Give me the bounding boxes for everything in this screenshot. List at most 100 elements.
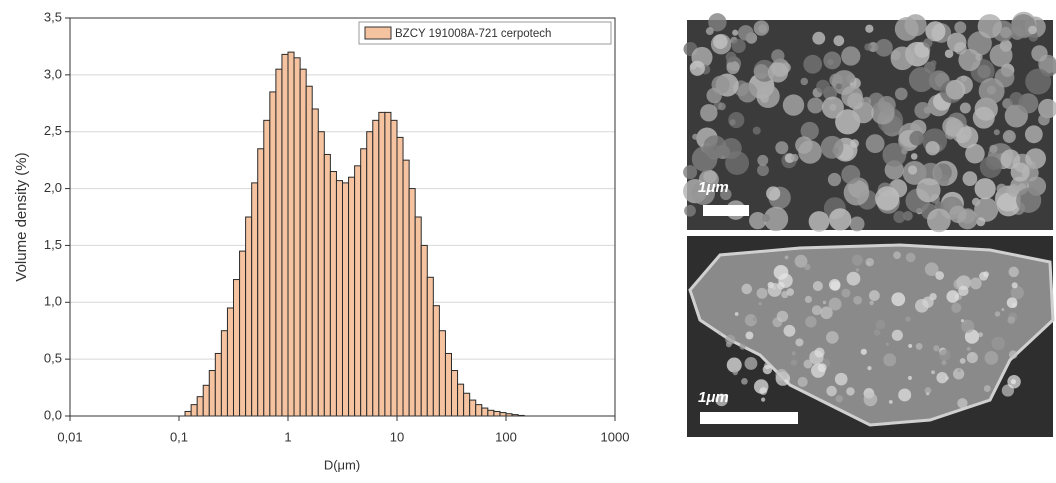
bar	[305, 85, 313, 417]
bar	[402, 159, 410, 417]
scale-label: 1μm	[698, 179, 729, 196]
sem-grain	[846, 387, 855, 396]
sem-grain	[763, 206, 789, 232]
sem-grain	[865, 24, 874, 33]
bar	[245, 216, 253, 417]
sem-grain	[700, 104, 718, 122]
sem-grain	[893, 251, 901, 260]
bar	[408, 188, 416, 417]
sem-grain	[849, 216, 865, 232]
sem-grain	[989, 144, 998, 154]
sem-grain	[958, 285, 969, 297]
x-tick-label: 1	[284, 429, 291, 444]
sem-grain	[827, 172, 842, 187]
sem-grain	[1007, 316, 1016, 324]
sem-grain	[972, 106, 995, 129]
bar	[281, 53, 289, 417]
bar	[469, 399, 477, 417]
sem-grain	[1010, 379, 1017, 385]
sem-grain	[1008, 350, 1018, 359]
sem-grain	[689, 60, 705, 76]
sem-grain	[811, 305, 822, 316]
sem-grain	[867, 365, 872, 371]
bar	[323, 153, 331, 417]
bar	[214, 352, 222, 417]
x-tick-label: 0,1	[170, 429, 188, 444]
sem-grain	[1007, 184, 1020, 197]
bar	[438, 330, 446, 417]
sem-grain	[933, 345, 940, 352]
sem-grain	[795, 338, 804, 347]
x-axis-label: D(μm)	[324, 457, 360, 472]
scale-bar	[700, 412, 798, 424]
sem-grain	[776, 310, 789, 323]
sem-grain	[720, 188, 732, 200]
sem-grain	[800, 77, 808, 86]
sem-grain	[741, 283, 753, 295]
bar	[384, 111, 392, 417]
sem-grain	[775, 368, 788, 382]
sem-grain	[752, 126, 761, 135]
sem-grain	[894, 87, 908, 101]
sem-grain	[829, 73, 843, 87]
sem-grain	[974, 197, 999, 222]
sem-grain	[927, 208, 951, 233]
plot-frame	[69, 17, 616, 417]
sem-grain	[782, 94, 805, 116]
sem-grain	[957, 368, 961, 373]
sem-grain	[833, 35, 845, 47]
bar	[269, 91, 277, 417]
sem-grain	[959, 102, 971, 114]
sem-grain	[757, 154, 769, 166]
sem-grain	[843, 179, 870, 206]
sem-grain	[822, 300, 827, 305]
sem-grain	[812, 31, 826, 45]
sem-grain	[888, 400, 893, 404]
sem-grain	[791, 351, 796, 356]
sem-grain	[814, 347, 825, 358]
sem-grain	[841, 288, 851, 298]
bar	[257, 148, 265, 417]
sem-grain	[803, 359, 813, 369]
sem-grain	[994, 311, 1001, 317]
sem-grain	[805, 316, 817, 328]
sem-images: 1μm 1μm	[683, 11, 1056, 437]
sem-grain	[1038, 113, 1050, 126]
sem-grain	[966, 346, 971, 351]
sem-grain	[944, 49, 954, 58]
sem-grain	[1006, 297, 1018, 309]
sem-grain	[827, 59, 834, 66]
sem-grain	[869, 300, 874, 306]
sem-grain	[941, 360, 947, 366]
bar	[190, 404, 198, 417]
bar	[275, 68, 283, 417]
sem-grain	[868, 290, 880, 301]
sem-grain	[684, 204, 696, 217]
sem-grain	[1025, 148, 1047, 169]
bar	[457, 383, 465, 417]
sem-grain	[852, 101, 874, 124]
sem-grain	[945, 79, 966, 100]
bar	[426, 276, 434, 417]
legend-label: BZCY 191008A-721 cerpotech	[395, 28, 551, 40]
sem-grain	[891, 292, 906, 307]
scale-label: 1μm	[698, 389, 729, 406]
sem-grain	[753, 64, 769, 80]
sem-grain	[960, 319, 965, 323]
sem-grain	[961, 319, 975, 333]
sem-grain	[804, 263, 811, 271]
sem-grain	[951, 302, 962, 313]
bar	[420, 244, 428, 417]
sem-grain	[930, 60, 937, 67]
sem-grain	[798, 140, 822, 164]
sem-grain	[762, 364, 773, 375]
sem-grain	[737, 25, 754, 41]
sem-grain	[691, 181, 716, 205]
sem-grain	[812, 281, 823, 292]
sem-grain	[826, 385, 837, 397]
sem-grain	[1024, 125, 1043, 144]
sem-grain	[816, 79, 830, 94]
sem-grain	[732, 369, 739, 376]
x-tick-label: 1000	[601, 429, 630, 444]
sem-grain	[846, 74, 856, 84]
